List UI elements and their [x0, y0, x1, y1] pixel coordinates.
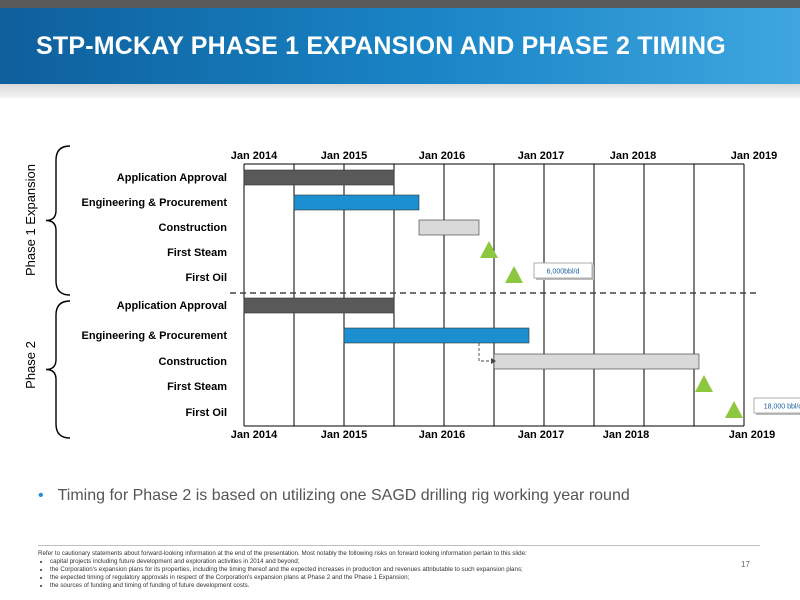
top-strip	[0, 0, 800, 8]
timeline-label-bottom: Jan 2018	[603, 429, 649, 441]
timeline-label-top: Jan 2019	[731, 150, 777, 162]
gantt-bar	[243, 297, 395, 314]
gantt-chart: Jan 2014 Jan 2014 Jan 2015 Jan 2015 Jan 2016…	[23, 145, 800, 441]
note-bullet-icon: •	[38, 487, 44, 504]
row-label: Engineering & Procurement	[82, 197, 228, 209]
phase2-brace	[45, 300, 71, 439]
timeline-label-bottom: Jan 2019	[729, 429, 775, 441]
disclaimer-item: capital projects including future develo…	[50, 558, 718, 566]
timing-note-text: Timing for Phase 2 is based on utilizing…	[57, 487, 630, 504]
phase1-brace	[45, 145, 71, 296]
timeline-label-top: Jan 2017	[518, 150, 564, 162]
callout-box	[753, 397, 800, 414]
row-label: First Oil	[185, 272, 227, 284]
timeline-label-top: Jan 2016	[419, 150, 465, 162]
timeline-label-bottom: Jan 2014	[231, 429, 278, 441]
footer-divider	[38, 545, 760, 546]
row-label: Construction	[159, 222, 228, 234]
gantt-bar	[293, 194, 420, 211]
gantt-bar	[243, 169, 395, 186]
disclaimer: Refer to cautionary statements about for…	[38, 550, 718, 590]
row-label: First Steam	[167, 381, 227, 393]
row-label: First Steam	[167, 247, 227, 259]
callout-box	[533, 262, 593, 279]
gantt-bar	[493, 353, 700, 370]
page-number: 17	[741, 560, 750, 569]
title-banner: STP-MCKAY PHASE 1 EXPANSION AND PHASE 2 …	[0, 8, 800, 84]
title-underbar	[0, 84, 800, 98]
gantt-bar	[418, 219, 480, 236]
timeline-label-bottom: Jan 2016	[419, 429, 465, 441]
disclaimer-item: the Corporation's expansion plans for it…	[50, 566, 718, 574]
row-label: Application Approval	[117, 300, 227, 312]
dependency-connector	[478, 343, 491, 362]
gantt-bar	[343, 327, 530, 344]
row-label: Construction	[159, 356, 228, 368]
phase-label: Phase 1 Expansion	[23, 164, 38, 276]
disclaimer-lead: Refer to cautionary statements about for…	[38, 550, 527, 557]
milestone-triangle	[480, 241, 498, 258]
timeline-label-top: Jan 2018	[610, 150, 656, 162]
row-label: Application Approval	[117, 172, 227, 184]
page-title: STP-MCKAY PHASE 1 EXPANSION AND PHASE 2 …	[36, 32, 726, 60]
milestone-triangle	[695, 375, 713, 392]
disclaimer-list: capital projects including future develo…	[38, 558, 718, 590]
phase-label: Phase 2	[23, 341, 38, 389]
milestone-triangle	[725, 401, 743, 418]
row-label: Engineering & Procurement	[82, 330, 228, 342]
milestone-triangle	[505, 266, 523, 283]
timeline-label-top: Jan 2015	[321, 150, 367, 162]
timeline-label-bottom: Jan 2017	[518, 429, 564, 441]
timing-note: • Timing for Phase 2 is based on utilizin…	[38, 487, 630, 505]
timeline-label-top: Jan 2014	[231, 150, 278, 162]
callout-label: 18,000 bbl/d	[764, 404, 800, 411]
callout-label: 6,000bbl/d	[547, 269, 580, 276]
timeline-label-bottom: Jan 2015	[321, 429, 367, 441]
connector-arrowhead-icon	[491, 358, 496, 364]
row-label: First Oil	[185, 407, 227, 419]
disclaimer-item: the sources of funding and timing of fun…	[50, 582, 718, 590]
disclaimer-item: the expected timing of regulatory approv…	[50, 574, 718, 582]
